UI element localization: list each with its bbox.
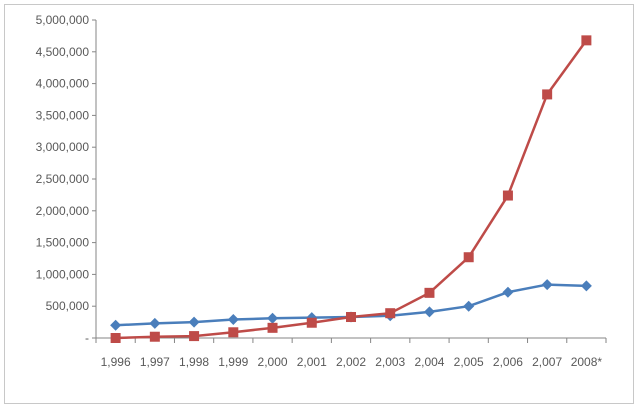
series-2-point: [149, 331, 160, 342]
x-tick-label: 1,996: [101, 355, 131, 369]
y-tick-label: 3,500,000: [36, 108, 90, 122]
x-tick-label: 2,007: [532, 355, 562, 369]
x-tick-label: 2,004: [414, 355, 444, 369]
series-1: [110, 279, 592, 331]
series-1-point: [267, 312, 279, 324]
y-tick-label: 2,500,000: [36, 172, 90, 186]
chart-frame: [4, 4, 634, 404]
series-2-point: [385, 308, 396, 319]
series-2-point: [228, 327, 239, 338]
series-2-point: [502, 190, 513, 201]
series-1-point: [110, 319, 122, 331]
x-tick-label: 2,006: [493, 355, 523, 369]
series-1-point: [227, 314, 239, 326]
x-tick-label: 2,002: [336, 355, 366, 369]
series-1-point: [423, 306, 435, 318]
series-2-point: [542, 89, 553, 100]
series-layer: [110, 35, 592, 343]
series-1-point: [149, 317, 161, 329]
series-2-point: [424, 287, 435, 298]
series-2-point: [267, 322, 278, 333]
series-1-point: [463, 300, 475, 312]
series-1-point: [188, 316, 200, 328]
y-tick-label: 2,000,000: [36, 204, 90, 218]
series-2-point: [110, 333, 121, 343]
y-tick-label: 3,000,000: [36, 140, 90, 154]
series-1-point: [580, 280, 592, 292]
y-tick-label: 500,000: [46, 299, 90, 313]
series-2-point: [306, 317, 317, 328]
x-tick-label: 1,997: [140, 355, 170, 369]
x-tick-label: 1,999: [218, 355, 248, 369]
series-2-point: [189, 331, 200, 342]
y-axis-ticks: - 500,000 1,000,000 1,500,000 2,000,000 2,500…: [36, 13, 96, 345]
x-tick-label: 2,001: [297, 355, 327, 369]
x-tick-label: 2,003: [375, 355, 405, 369]
series-2-point: [346, 312, 356, 323]
series-2: [110, 35, 592, 343]
x-tick-label: 2,000: [258, 355, 288, 369]
y-tick-label: 1,500,000: [36, 236, 90, 250]
x-tick-label: 2,005: [454, 355, 484, 369]
series-2-point: [581, 35, 592, 46]
x-axis-ticks: 1,996 1,997 1,998 1,999 2,000 2,001 2,002 2,003…: [95, 338, 607, 369]
series-2-line: [115, 39, 588, 340]
y-tick-label: 4,500,000: [36, 45, 90, 59]
y-tick-label: -: [85, 331, 89, 345]
x-tick-label: 1,998: [179, 355, 209, 369]
y-tick-label: 1,000,000: [36, 267, 90, 281]
series-1-point: [502, 286, 514, 298]
series-2-point: [463, 252, 474, 263]
x-tick-label: 2008*: [571, 355, 603, 369]
y-tick-label: 4,000,000: [36, 77, 90, 91]
series-1-point: [541, 279, 553, 291]
y-tick-label: 5,000,000: [36, 13, 90, 27]
